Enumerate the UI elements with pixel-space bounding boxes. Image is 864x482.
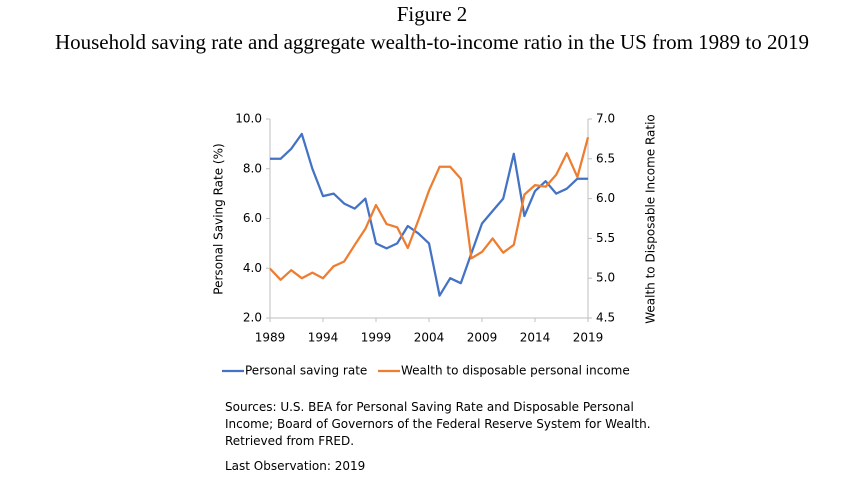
y2-tick-label: 5.5 (596, 231, 615, 245)
chart-title: Figure 2 (397, 2, 468, 26)
y-tick-label: 6.0 (243, 211, 262, 225)
x-tick-label: 1989 (255, 331, 286, 345)
y2-tick-label: 5.0 (596, 271, 615, 285)
series-line (270, 132, 588, 297)
y-tick-label: 10.0 (235, 112, 262, 126)
y2-tick-label: 6.0 (596, 191, 615, 205)
source-note: Sources: U.S. BEA for Personal Saving Ra… (225, 400, 651, 448)
y2-tick-label: 6.5 (596, 151, 615, 165)
y-tick-label: 4.0 (243, 261, 262, 275)
y2-tick-label: 7.0 (596, 112, 615, 126)
x-tick-label: 2009 (467, 331, 498, 345)
x-tick-label: 1994 (308, 331, 339, 345)
y2-axis-label: Wealth to Disposable Income Ratio (644, 114, 658, 324)
y-tick-label: 8.0 (243, 161, 262, 175)
y2-tick-label: 4.5 (596, 311, 615, 325)
legend-label: Personal saving rate (245, 364, 367, 378)
x-tick-label: 1999 (361, 331, 392, 345)
y-axis-label: Personal Saving Rate (%) (212, 143, 226, 294)
y-tick-label: 2.0 (243, 311, 262, 325)
series-line (269, 137, 590, 281)
last-observation-note: Last Observation: 2019 (225, 459, 366, 473)
legend-label: Wealth to disposable personal income (401, 364, 630, 378)
chart-subtitle: Household saving rate and aggregate weal… (55, 30, 809, 54)
x-tick-label: 2019 (573, 331, 604, 345)
x-tick-label: 2004 (414, 331, 445, 345)
x-tick-label: 2014 (520, 331, 551, 345)
